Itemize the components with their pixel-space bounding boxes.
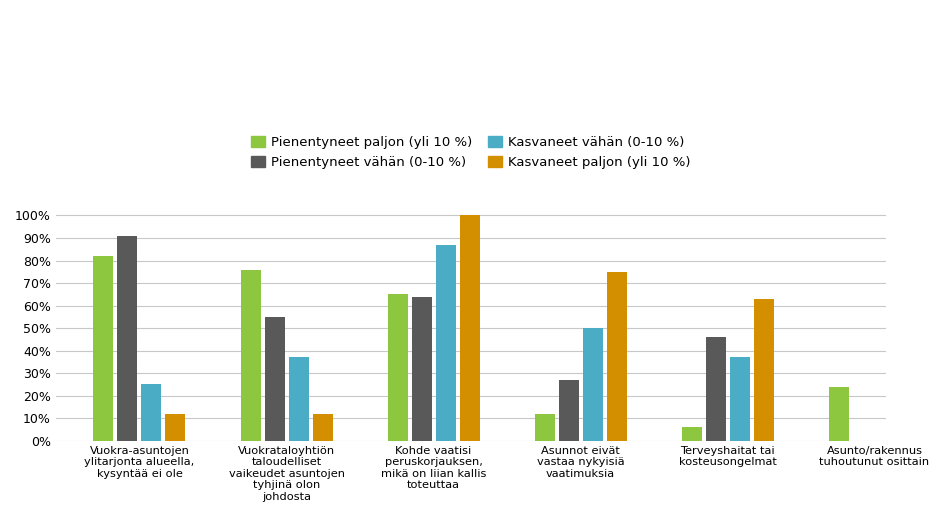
Bar bbox=[166, 414, 185, 440]
Bar bbox=[312, 414, 332, 440]
Bar bbox=[388, 294, 408, 440]
Bar bbox=[729, 357, 749, 440]
Bar bbox=[117, 236, 137, 440]
Bar bbox=[558, 380, 579, 440]
Bar bbox=[240, 269, 260, 440]
Bar bbox=[583, 328, 603, 440]
Bar bbox=[706, 337, 726, 440]
Bar bbox=[754, 299, 774, 440]
Legend: Pienentyneet paljon (yli 10 %), Pienentyneet vähän (0-10 %), Kasvaneet vähän (0-: Pienentyneet paljon (yli 10 %), Pienenty… bbox=[252, 136, 691, 169]
Bar bbox=[829, 387, 849, 440]
Bar bbox=[435, 245, 456, 440]
Bar bbox=[289, 357, 308, 440]
Bar bbox=[681, 427, 702, 440]
Bar bbox=[265, 317, 285, 440]
Bar bbox=[94, 256, 114, 440]
Bar bbox=[412, 297, 431, 440]
Bar bbox=[142, 385, 162, 440]
Bar bbox=[534, 414, 554, 440]
Bar bbox=[606, 272, 626, 440]
Bar bbox=[460, 216, 480, 440]
